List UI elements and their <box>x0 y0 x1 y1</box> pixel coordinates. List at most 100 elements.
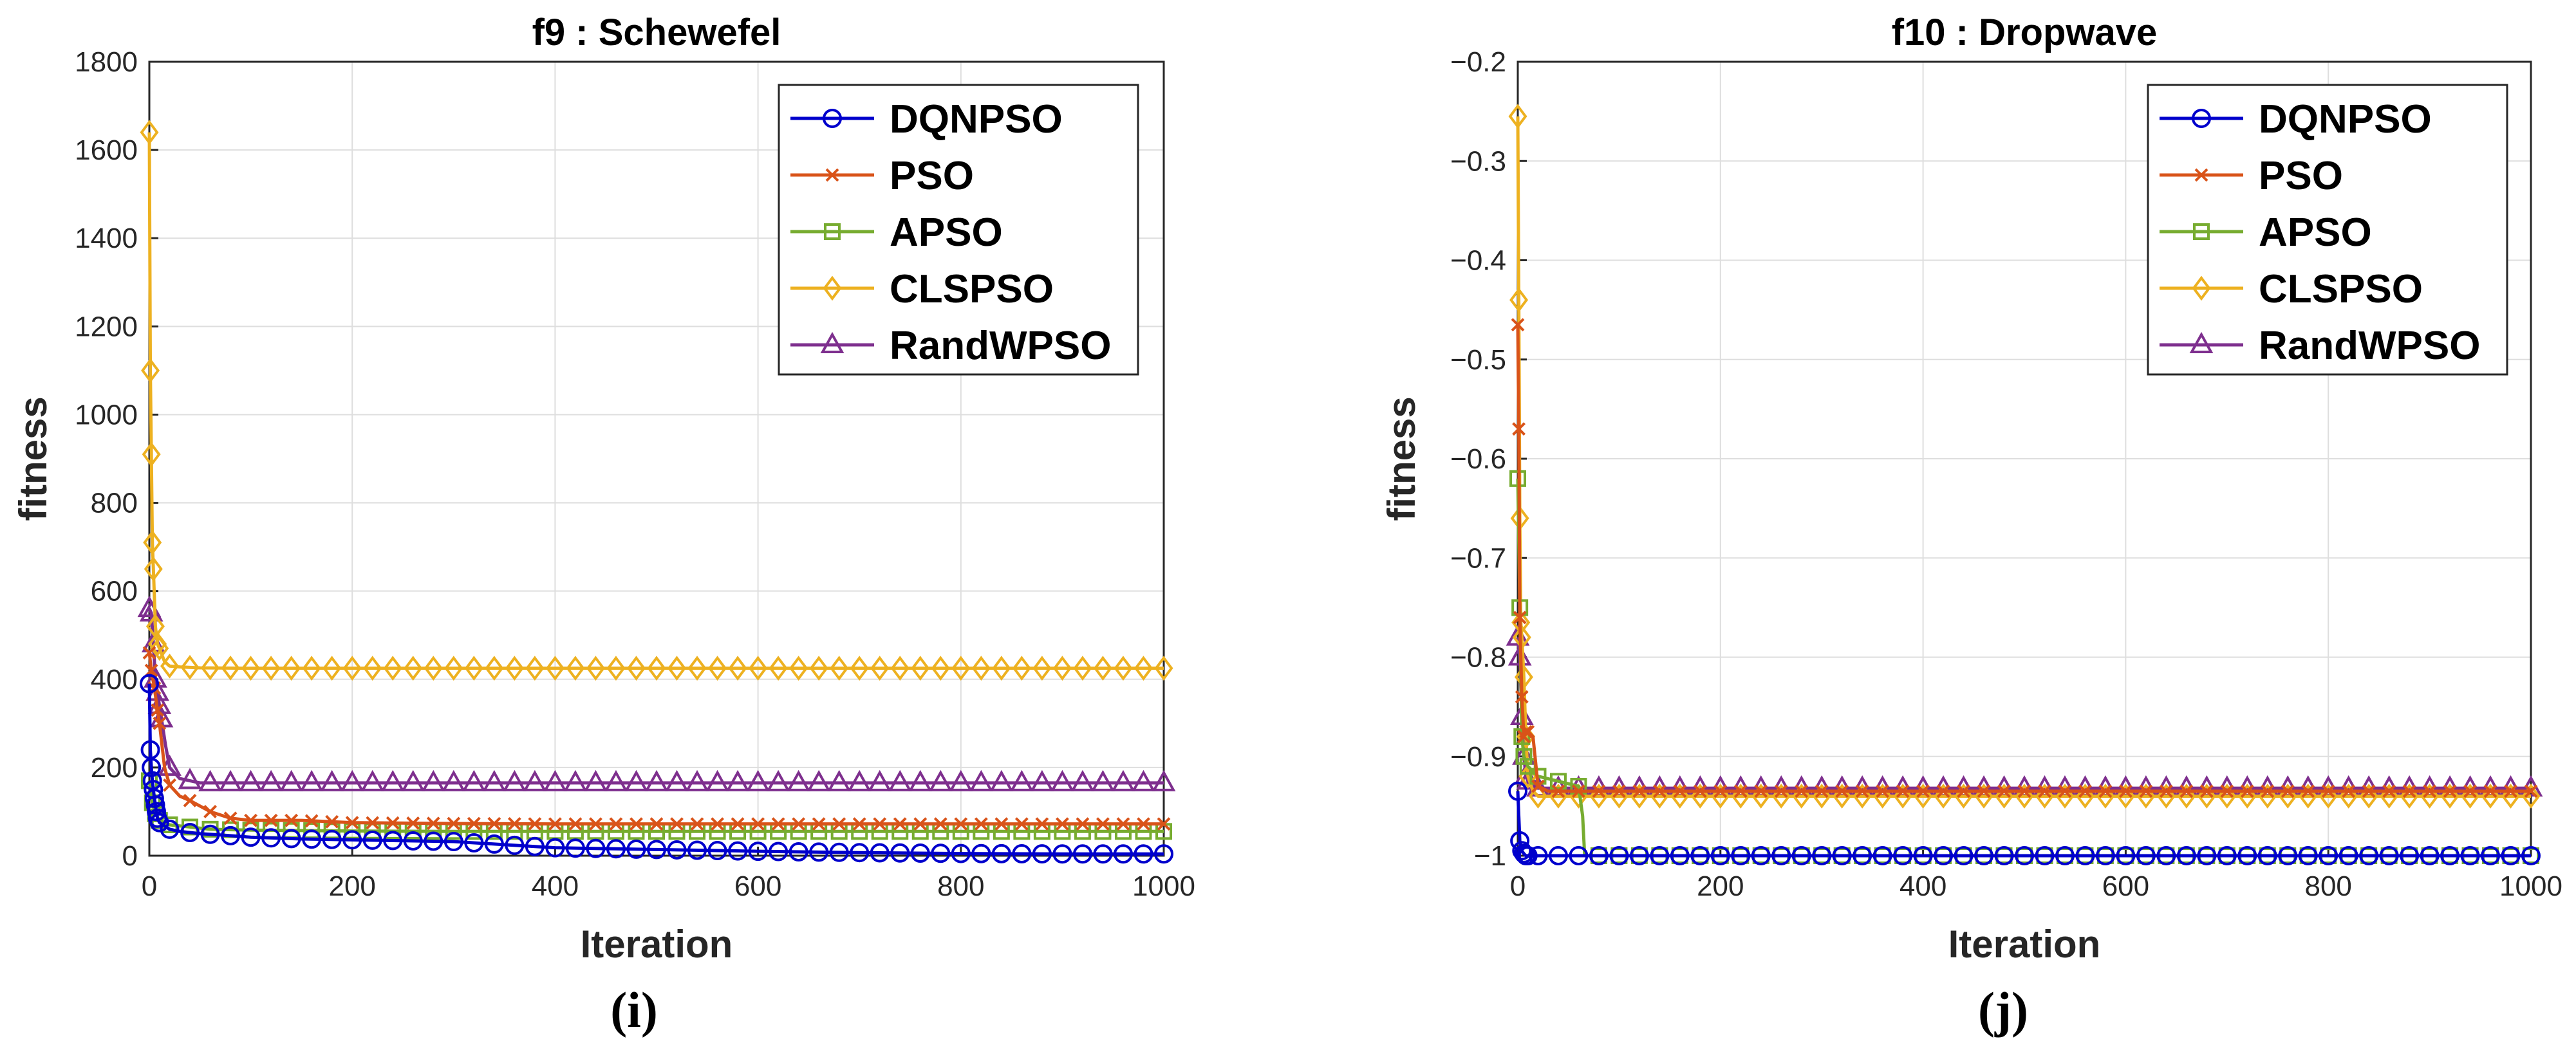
series-pso <box>142 646 1171 831</box>
data-point <box>1693 784 1707 798</box>
data-point <box>1531 779 1545 793</box>
data-point <box>345 816 359 829</box>
data-point <box>142 441 161 467</box>
data-point <box>1549 773 1567 790</box>
data-point <box>951 843 971 863</box>
data-point <box>218 769 243 791</box>
data-point <box>850 656 869 681</box>
data-point <box>1876 784 1890 798</box>
data-point <box>992 656 1011 681</box>
data-point <box>366 816 380 830</box>
x-tick-label: 800 <box>2304 870 2351 902</box>
data-point <box>1997 784 2011 798</box>
data-point <box>2443 784 2457 798</box>
data-point <box>282 656 301 681</box>
x-tick-label: 600 <box>734 870 781 902</box>
data-point <box>1052 656 1072 681</box>
data-point <box>974 817 988 831</box>
y-tick-label: 1000 <box>75 399 138 430</box>
data-point <box>142 757 162 777</box>
data-point <box>1994 846 2014 865</box>
data-point <box>1771 846 1791 865</box>
data-point <box>994 817 1009 831</box>
data-point <box>954 817 968 831</box>
data-point <box>1050 769 1074 791</box>
data-point <box>505 835 525 855</box>
data-point <box>589 817 602 831</box>
data-point <box>2179 784 2194 798</box>
data-point <box>160 819 180 839</box>
data-point <box>1670 846 1690 865</box>
data-point <box>568 817 583 831</box>
legend-label: APSO <box>890 210 1003 255</box>
data-point <box>178 768 202 789</box>
data-point <box>1713 784 1728 798</box>
data-point <box>1096 817 1110 831</box>
data-point <box>2017 784 2031 798</box>
data-point <box>1137 817 1150 831</box>
y-tick-label: −0.7 <box>1450 542 1506 574</box>
data-point <box>748 842 768 861</box>
y-tick-label: −0.3 <box>1450 145 1506 177</box>
data-point <box>2463 784 2477 798</box>
data-point <box>766 769 790 791</box>
data-point <box>2015 846 2034 865</box>
data-point <box>464 833 484 852</box>
data-point <box>2118 784 2133 798</box>
data-point <box>1116 817 1130 831</box>
data-point <box>731 817 745 831</box>
data-point <box>2257 846 2277 865</box>
legend-marker <box>823 275 842 301</box>
data-point <box>1855 784 1869 798</box>
data-point <box>1515 690 1529 704</box>
data-point <box>1774 784 1788 798</box>
data-point <box>647 840 666 860</box>
data-point <box>442 769 466 791</box>
data-point <box>890 843 910 863</box>
data-point <box>1515 748 1533 765</box>
y-axis-label: fitness <box>12 396 55 520</box>
data-point <box>2055 846 2075 865</box>
data-point <box>870 656 890 681</box>
data-point <box>380 769 405 791</box>
data-point <box>151 703 165 717</box>
data-point <box>2524 784 2538 798</box>
data-point <box>285 813 299 827</box>
data-point <box>2359 846 2379 865</box>
data-point <box>1652 784 1666 798</box>
data-point <box>807 769 831 791</box>
data-point <box>949 769 973 791</box>
data-point <box>363 656 382 681</box>
axes-box <box>148 60 1165 857</box>
data-point <box>150 636 169 661</box>
data-point <box>362 830 382 850</box>
data-point <box>2460 846 2480 865</box>
data-point <box>1977 784 1991 798</box>
data-point <box>525 656 545 681</box>
data-point <box>951 656 971 681</box>
data-point <box>624 769 648 791</box>
data-point <box>1954 846 1974 865</box>
data-point <box>1974 846 1994 865</box>
data-point <box>2116 846 2136 865</box>
data-point <box>2197 846 2217 865</box>
data-point <box>2501 846 2521 865</box>
data-point <box>180 823 200 843</box>
data-point <box>908 769 933 791</box>
data-point <box>1132 769 1155 791</box>
data-point <box>827 769 852 791</box>
data-point <box>910 843 930 863</box>
data-point <box>830 656 849 681</box>
data-point <box>322 829 342 849</box>
data-point <box>144 557 163 582</box>
data-point <box>2261 784 2275 798</box>
legend: DQNPSO PSO APSO CLSPSO RandWPSO <box>2147 84 2508 376</box>
data-point <box>2199 784 2214 798</box>
y-tick-label: −0.8 <box>1450 642 1506 674</box>
data-point <box>239 769 263 791</box>
data-point <box>443 832 463 852</box>
data-point <box>667 840 687 860</box>
data-point <box>1009 769 1034 791</box>
data-point <box>523 769 547 791</box>
legend: DQNPSO PSO APSO CLSPSO RandWPSO <box>778 84 1139 376</box>
